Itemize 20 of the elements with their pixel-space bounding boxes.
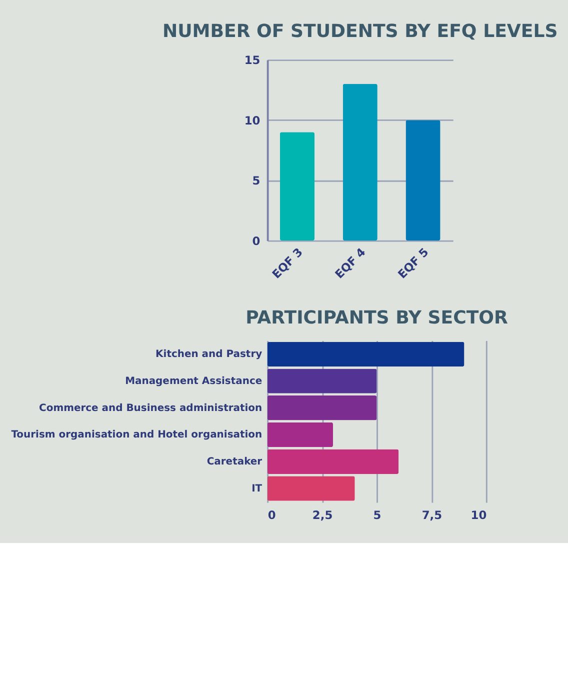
y-tick-label: Caretaker [206, 456, 262, 468]
y-tick-label: IT [252, 483, 262, 494]
y-tick-label: 10 [244, 113, 260, 128]
x-tick-label: 2,5 [312, 508, 333, 522]
bar [406, 120, 440, 241]
y-tick-label: Management Assistance [125, 376, 262, 387]
chart-title: NUMBER OF STUDENTS BY EFQ LEVELS [162, 20, 558, 42]
x-tick-label: 0 [268, 508, 276, 522]
y-tick-label: 0 [252, 234, 260, 248]
x-tick-label: 7,5 [422, 508, 442, 522]
y-tick-label: Commerce and Business administration [39, 402, 262, 414]
y-tick-label: Kitchen and Pastry [156, 349, 263, 360]
chart-title: PARTICIPANTS BY SECTOR [246, 307, 508, 328]
bar [342, 84, 378, 241]
bar [280, 132, 315, 241]
x-tick-label: 10 [470, 508, 487, 522]
y-tick-label: Tourism organisation and Hotel organisation [11, 430, 262, 441]
y-tick-label: 15 [244, 53, 260, 68]
x-tick-label: 5 [373, 508, 382, 522]
y-tick-label: 5 [252, 174, 260, 188]
